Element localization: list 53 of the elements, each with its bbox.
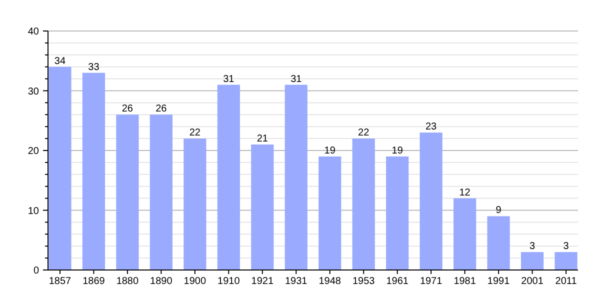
bar	[217, 84, 240, 270]
data-label: 31	[290, 74, 302, 85]
x-tick-label: 1961	[386, 276, 409, 287]
bar	[251, 144, 274, 270]
data-label: 34	[54, 56, 66, 67]
data-label: 26	[156, 104, 168, 115]
x-tick-label: 1921	[251, 276, 274, 287]
y-tick-label: 0	[33, 266, 40, 276]
x-tick-label: 1857	[48, 276, 72, 287]
bar	[352, 138, 375, 270]
x-tick-label: 1880	[116, 276, 140, 287]
x-tick-label: 1981	[454, 276, 476, 287]
data-label: 12	[459, 187, 471, 198]
data-label: 9	[496, 205, 502, 216]
x-tick-label: 2011	[555, 276, 578, 287]
data-label: 21	[256, 134, 268, 145]
y-tick-label: 20	[28, 146, 40, 157]
bar	[420, 132, 442, 270]
x-tick-label: 2001	[521, 276, 544, 287]
data-label: 23	[426, 122, 438, 133]
data-label: 33	[88, 62, 100, 73]
bar	[386, 156, 409, 270]
x-tick-label: 1869	[82, 276, 106, 287]
x-tick-label: 1931	[285, 276, 308, 287]
data-label: 19	[392, 145, 404, 156]
x-tick-label: 1991	[487, 276, 510, 287]
x-tick-label: 1953	[352, 276, 376, 287]
bar	[82, 72, 106, 270]
bar	[116, 114, 139, 270]
bar	[520, 252, 544, 270]
data-label: 19	[324, 145, 336, 156]
x-tick-label: 1910	[218, 276, 240, 287]
bar	[150, 114, 172, 270]
y-tick-label: 30	[28, 86, 40, 98]
bar	[48, 66, 72, 270]
data-label: 26	[122, 104, 134, 115]
x-tick-label: 1948	[318, 276, 342, 287]
y-tick-label: 10	[28, 206, 40, 217]
y-tick-label: 40	[28, 26, 40, 38]
bar	[554, 252, 578, 270]
data-label: 3	[530, 241, 536, 252]
data-label: 22	[189, 128, 201, 139]
bar	[318, 156, 342, 270]
bar	[487, 216, 510, 270]
bar	[454, 198, 476, 270]
x-tick-label: 1900	[184, 276, 206, 287]
data-label: 3	[563, 241, 570, 252]
x-tick-label: 1890	[150, 276, 173, 287]
bar	[284, 84, 308, 270]
bar	[184, 138, 206, 270]
data-label: 22	[358, 128, 370, 139]
data-label: 31	[223, 74, 235, 85]
x-tick-label: 1971	[420, 276, 443, 287]
